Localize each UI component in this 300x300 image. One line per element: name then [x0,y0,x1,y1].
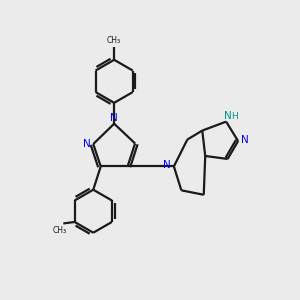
Text: N: N [83,139,91,149]
Text: CH₃: CH₃ [53,226,67,236]
Text: N: N [241,134,248,145]
Text: CH₃: CH₃ [107,36,121,45]
Text: H: H [231,112,238,121]
Text: N: N [164,160,171,170]
Text: N: N [110,113,117,123]
Text: N: N [224,111,232,121]
